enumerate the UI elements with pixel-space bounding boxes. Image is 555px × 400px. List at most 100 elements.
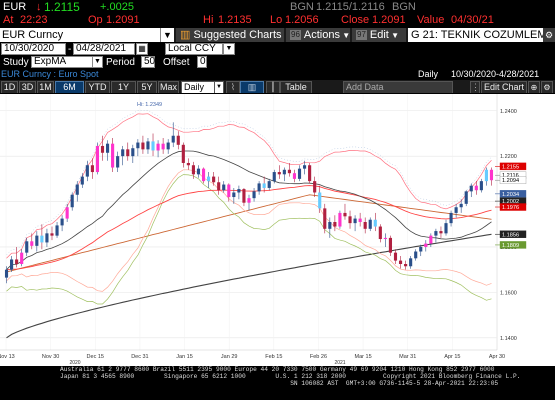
candle-body <box>25 241 29 253</box>
candle-body <box>151 141 155 151</box>
candle-body <box>196 168 201 175</box>
price-label: 1.2034 <box>502 192 519 198</box>
candle-chart-icon[interactable]: ▥ <box>240 81 264 93</box>
candle-body <box>105 143 110 153</box>
frequency-select[interactable]: Daily <box>181 81 216 93</box>
market-label[interactable]: G 21: TEKNIK COZUMLEM... <box>408 28 543 42</box>
price-label: 1.1856 <box>502 232 519 238</box>
line-chart-icon[interactable]: ⌇ <box>226 81 240 93</box>
calendar-icon[interactable]: ▦ <box>136 43 148 55</box>
start-date-input[interactable]: 10/30/2020 <box>1 43 66 55</box>
chart-frequency: Daily <box>418 69 439 79</box>
edit-number: 97 <box>356 30 367 40</box>
candle-body <box>272 172 276 182</box>
period-button-1y[interactable]: 1Y <box>111 81 136 93</box>
frequency-dropdown-icon[interactable]: ▼ <box>214 81 224 93</box>
candle-body <box>474 185 478 191</box>
candle-body <box>186 162 190 166</box>
price-label: 1.1976 <box>502 205 519 211</box>
x-tick-label: Jan 15 <box>176 354 193 360</box>
more-options-icon[interactable]: ⋮ <box>470 81 480 93</box>
currency-select[interactable]: Local CCY <box>165 43 223 55</box>
period-button-3d[interactable]: 3D <box>19 81 36 93</box>
candle-body <box>191 165 195 175</box>
footer-line-3: SN 106082 AST GMT+3:00 G736-1145-5 28-Ap… <box>60 380 499 387</box>
candle-body <box>136 142 140 149</box>
candle-body <box>297 168 302 179</box>
candle-body <box>358 218 362 222</box>
settings-gear-icon[interactable]: ⚙ <box>543 28 555 42</box>
candle-body <box>308 165 312 182</box>
bar-chart-icon[interactable]: ┃ <box>266 81 280 93</box>
candle-body <box>212 176 216 183</box>
candle-body <box>479 181 483 191</box>
period-button-ytd[interactable]: YTD <box>85 81 110 93</box>
chart-settings-icon[interactable]: ⚙ <box>541 81 553 93</box>
currency-dropdown-icon[interactable]: ▼ <box>223 43 235 55</box>
candle-body <box>398 260 403 264</box>
candle-body <box>338 212 342 227</box>
chart-title: EUR Curncy : Euro Spot <box>1 69 99 79</box>
quote-bar: EUR ↓ 1.2115 +.0025 BGN 1.2115/1.2116 BG… <box>0 0 555 14</box>
candle-body <box>100 145 105 153</box>
offset-input[interactable]: 0 <box>197 56 207 68</box>
y-tick-label: 1.1400 <box>500 336 517 342</box>
candle-body <box>393 252 398 261</box>
candle-body <box>383 237 387 240</box>
period-button-5y[interactable]: 5Y <box>137 81 157 93</box>
candle-body <box>429 235 433 244</box>
actions-menu[interactable]: 96 Actions ▼ <box>286 28 350 42</box>
candle-body <box>75 184 79 195</box>
study-bar: Study ExpMA ▼ Period 50 Offset 0 <box>0 56 555 69</box>
date-range-bar: 10/30/2020 - 04/28/2021 ▦ Local CCY ▼ <box>0 43 555 56</box>
value-date-label: Value <box>417 14 445 26</box>
study-select[interactable]: ExpMA <box>31 56 93 68</box>
period-button-1d[interactable]: 1D <box>1 81 18 93</box>
edit-chart-button[interactable]: Edit Chart <box>481 81 527 93</box>
period-input[interactable]: 50 <box>141 56 155 68</box>
candle-body <box>222 184 226 191</box>
security-dropdown-icon[interactable]: ▼ <box>160 28 174 42</box>
candle-body <box>166 142 170 150</box>
candle-body <box>207 176 211 182</box>
date-range-dash: - <box>68 44 72 55</box>
candle-body <box>459 203 463 208</box>
x-axis-ticks: Nov 13 Nov 30 Dec 15 Dec 31 Jan 15 Jan 29 Feb … <box>0 349 505 366</box>
last-price: 1.2115 <box>44 0 80 14</box>
candle-body <box>454 207 458 213</box>
high-annotation: Hi: 1.2349 <box>137 102 162 108</box>
x-tick-label: Dec 31 <box>131 354 148 360</box>
close-value: 1.2091 <box>372 14 406 26</box>
candle-body <box>247 198 251 203</box>
end-date-input[interactable]: 04/28/2021 <box>73 43 135 55</box>
table-button[interactable]: Table <box>280 81 312 93</box>
suggested-charts-menu[interactable]: ▥ Suggested Charts <box>176 28 284 42</box>
stats-bar: At 22:23 Op 1.2091 Hi 1.2135 Lo 1.2056 C… <box>0 14 555 27</box>
zoom-icon[interactable]: ⊕ <box>528 81 540 93</box>
x-tick-label: Mar 31 <box>399 354 416 360</box>
candle-body <box>444 223 448 234</box>
candle-body <box>217 182 221 191</box>
security-input[interactable]: EUR Curncy <box>0 28 160 42</box>
period-label: Period <box>106 57 135 68</box>
chart-icon: ▥ <box>180 29 191 41</box>
edit-menu[interactable]: 97 Edit ▼ <box>352 28 406 42</box>
value-date: 04/30/21 <box>451 14 494 26</box>
price-label-box <box>499 162 527 171</box>
add-data-input[interactable]: Add Data <box>343 81 453 93</box>
x-tick-label: Jan 29 <box>221 354 238 360</box>
candle-body <box>4 269 9 278</box>
candle-body <box>181 144 185 163</box>
candle-body <box>85 165 89 177</box>
period-button-6m[interactable]: 6M <box>55 81 84 93</box>
y-tick-label: 1.2200 <box>500 154 517 160</box>
period-button-max[interactable]: Max <box>158 81 179 93</box>
study-dropdown-icon[interactable]: ▼ <box>92 56 103 68</box>
period-bar: 1D 3D 1M 6M YTD 1Y 5Y Max Daily ▼ ⌇ ▥ ┃ … <box>0 80 555 93</box>
ticker-label: EUR <box>3 1 27 13</box>
price-label-box <box>499 176 527 184</box>
period-button-1m[interactable]: 1M <box>37 81 54 93</box>
x-tick-label: Feb 15 <box>265 354 282 360</box>
